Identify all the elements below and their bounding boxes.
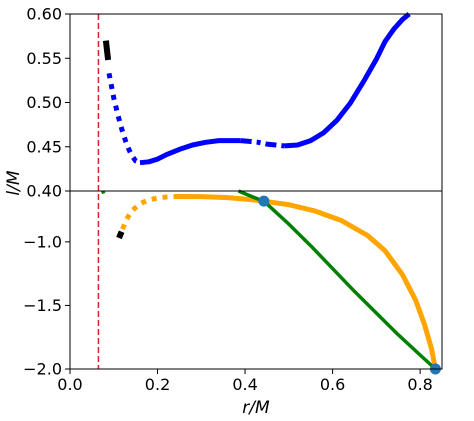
series-line-0 [106, 72, 141, 166]
series-layer [97, 12, 438, 371]
bottom-y-tick-label-2: −2.0 [23, 360, 62, 379]
series-line-7 [237, 189, 437, 371]
bottom-y-tick-label-0: −1.0 [23, 232, 62, 251]
top-y-tick-label-3: 0.55 [26, 49, 62, 68]
top-y-tick-label-1: 0.45 [26, 137, 62, 156]
data-point-marker-0 [258, 195, 270, 207]
top-y-tick-label-4: 0.60 [26, 5, 62, 24]
series-line-2 [240, 138, 285, 149]
series-line-1 [139, 138, 241, 166]
x-tick-label-1: 0.2 [145, 375, 170, 394]
series-line-4 [102, 40, 112, 61]
bottom-y-tick-label-1: −1.5 [23, 296, 62, 315]
top-y-tick-label-2: 0.50 [26, 93, 62, 112]
tick-layer: 0.0 0.2 0.4 0.6 0.8 0.40 0.45 0.50 0.55 0.60 −1.0 −… [23, 5, 433, 395]
series-line-9 [116, 230, 125, 240]
top-y-tick-label-0: 0.40 [26, 182, 62, 201]
y-axis-label: l/M [4, 170, 24, 195]
x-tick-label-2: 0.4 [232, 375, 257, 394]
x-tick-label-3: 0.6 [320, 375, 345, 394]
series-line-6 [174, 194, 438, 370]
series-line-5 [120, 194, 176, 231]
x-axis-label: r/M [242, 398, 270, 418]
series-line-3 [284, 12, 411, 149]
x-tick-label-0: 0.0 [57, 375, 82, 394]
x-tick-label-4: 0.8 [407, 375, 432, 394]
